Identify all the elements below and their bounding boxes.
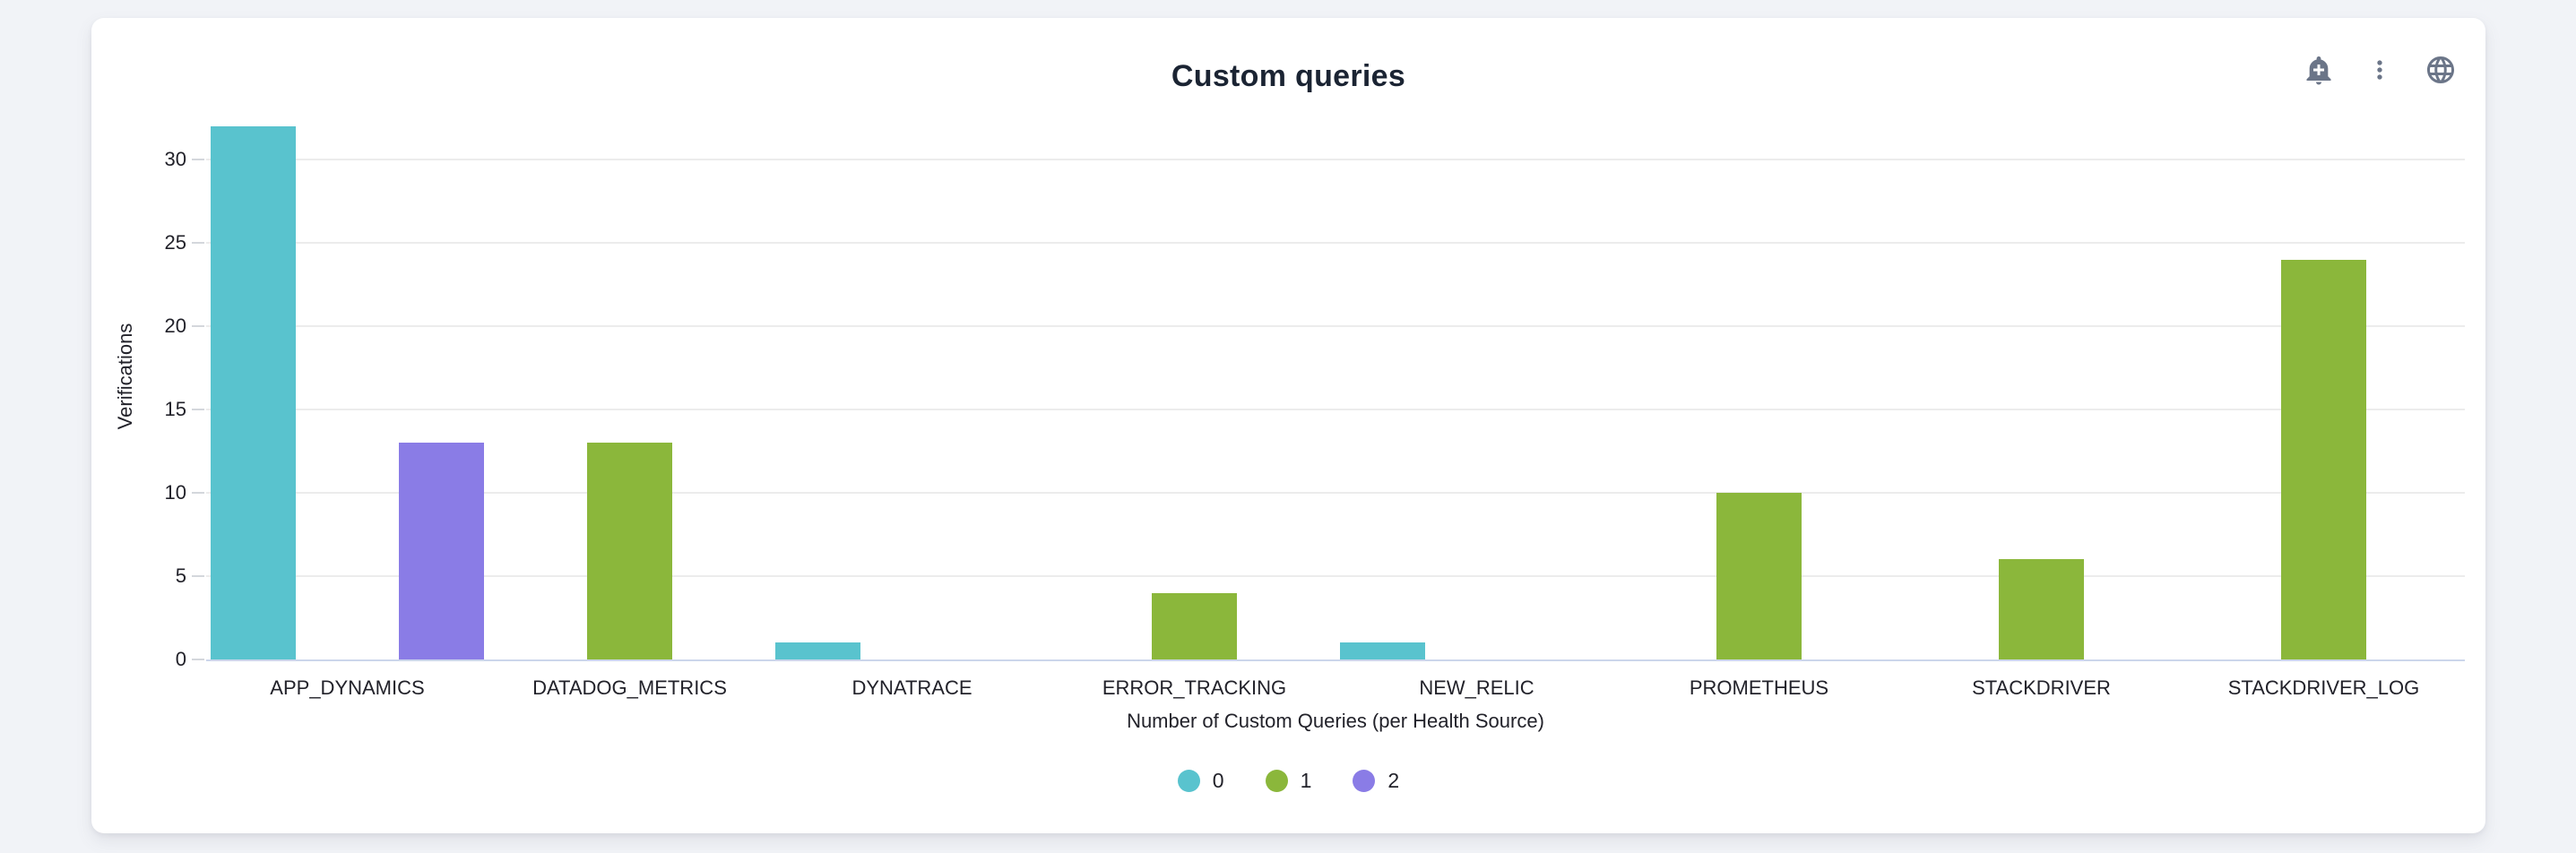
x-axis-category-label: DYNATRACE xyxy=(851,676,972,699)
globe-button[interactable] xyxy=(2423,52,2459,88)
bar-error_tracking-series-1[interactable] xyxy=(1152,592,1237,659)
kebab-menu-icon xyxy=(2377,60,2382,80)
y-axis-tick-mark xyxy=(192,659,204,660)
y-axis-tick-mark xyxy=(192,492,204,495)
x-axis-line xyxy=(206,659,2465,661)
add-alert-button[interactable] xyxy=(2301,52,2337,88)
panel-toolbar xyxy=(2301,52,2459,88)
bar-dynatrace-series-0[interactable] xyxy=(775,642,860,659)
y-axis-title: Verifications xyxy=(114,323,136,430)
bar-stackdriver_log-series-1[interactable] xyxy=(2281,259,2366,659)
bar-app_dynamics-series-2[interactable] xyxy=(399,443,484,659)
legend-item-1[interactable]: 1 xyxy=(1265,769,1312,793)
y-axis-tick-label: 15 xyxy=(164,398,186,421)
add-alert-bell-icon xyxy=(2306,56,2331,85)
x-axis-category-label: APP_DYNAMICS xyxy=(270,676,425,699)
y-axis-tick-label: 20 xyxy=(164,314,186,338)
x-axis-category-label: DATADOG_METRICS xyxy=(532,676,727,699)
gridline xyxy=(206,325,2465,328)
legend-swatch-icon xyxy=(1265,770,1288,792)
panel-menu-button[interactable] xyxy=(2362,52,2398,88)
panel-title: Custom queries xyxy=(1171,59,1406,93)
legend-label: 2 xyxy=(1387,769,1400,792)
x-axis-category-label: NEW_RELIC xyxy=(1419,676,1534,699)
legend-label: 1 xyxy=(1300,769,1312,792)
custom-queries-panel: Custom queries 0 5 10 15 20 25 30 APP_DYNAMICS D… xyxy=(91,18,2485,833)
legend-swatch-icon xyxy=(1353,770,1376,792)
gridline xyxy=(206,492,2465,495)
legend-item-0[interactable]: 0 xyxy=(1177,769,1224,793)
bar-new_relic-series-0[interactable] xyxy=(1340,642,1425,659)
bar-datadog_metrics-series-1[interactable] xyxy=(587,443,672,659)
y-axis-tick-label: 0 xyxy=(175,648,186,670)
gridline xyxy=(206,409,2465,411)
y-axis-tick-mark xyxy=(192,575,204,578)
bar-app_dynamics-series-0[interactable] xyxy=(211,126,296,659)
gridline xyxy=(206,242,2465,245)
x-axis-category-label: STACKDRIVER xyxy=(1972,676,2111,699)
y-axis-tick-mark xyxy=(192,409,204,411)
x-axis-category-label: STACKDRIVER_LOG xyxy=(2227,676,2420,699)
gridline xyxy=(206,159,2465,161)
legend-swatch-icon xyxy=(1177,770,1200,792)
legend-item-2[interactable]: 2 xyxy=(1353,769,1399,793)
bar-prometheus-series-1[interactable] xyxy=(1716,493,1802,659)
x-axis-title: Number of Custom Queries (per Health Sou… xyxy=(1127,710,1544,732)
x-axis-category-label: ERROR_TRACKING xyxy=(1102,676,1287,699)
globe-icon xyxy=(2427,56,2454,83)
y-axis-tick-label: 10 xyxy=(164,481,186,504)
y-axis-tick-label: 25 xyxy=(164,231,186,254)
y-axis-tick-label: 5 xyxy=(175,564,186,588)
y-axis-tick-mark xyxy=(192,325,204,328)
x-axis-category-label: PROMETHEUS xyxy=(1689,676,1829,699)
y-axis-tick-label: 30 xyxy=(164,148,186,171)
chart-legend: 0 1 2 xyxy=(91,769,2485,793)
bar-stackdriver-series-1[interactable] xyxy=(1999,559,2084,659)
gridline xyxy=(206,575,2465,578)
y-axis-tick-mark xyxy=(192,159,204,161)
legend-label: 0 xyxy=(1212,769,1224,792)
y-axis-tick-mark xyxy=(192,242,204,245)
